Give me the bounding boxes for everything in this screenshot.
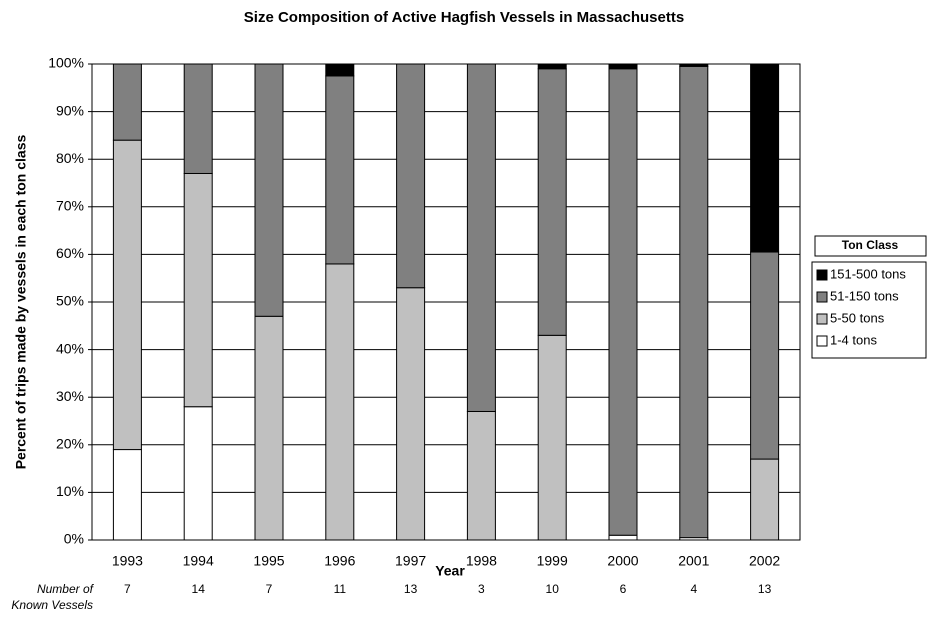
bar-segment bbox=[325, 263, 355, 541]
y-tick-label: 50% bbox=[56, 293, 84, 309]
bar-segment bbox=[396, 63, 426, 289]
bar-segment bbox=[112, 139, 142, 451]
y-tick-label: 40% bbox=[56, 340, 84, 356]
vessel-count: 11 bbox=[334, 582, 347, 596]
bar-segment bbox=[396, 287, 426, 541]
bar-segment bbox=[750, 63, 780, 253]
vessel-count: 14 bbox=[192, 582, 206, 596]
x-tick-label: 1996 bbox=[324, 553, 355, 569]
vessel-count: 13 bbox=[404, 582, 418, 596]
bar-segment bbox=[183, 172, 213, 408]
bar-segment bbox=[254, 63, 284, 317]
vessel-count: 3 bbox=[478, 582, 485, 596]
y-tick-label: 100% bbox=[48, 55, 84, 71]
legend-box bbox=[811, 261, 927, 359]
legend-title-box bbox=[814, 235, 927, 257]
x-tick-label: 2002 bbox=[749, 553, 780, 569]
legend-label: 1-4 tons bbox=[830, 332, 877, 347]
y-tick-label: 90% bbox=[56, 102, 84, 118]
x-tick-label: 2001 bbox=[678, 553, 709, 569]
legend-title: Ton Class bbox=[842, 238, 899, 252]
bar-segment bbox=[325, 63, 355, 77]
vessel-count: 6 bbox=[620, 582, 627, 596]
x-tick-label: 1995 bbox=[253, 553, 284, 569]
bar-segment bbox=[183, 406, 213, 541]
bar-segment bbox=[537, 68, 567, 336]
y-tick-label: 20% bbox=[56, 436, 84, 452]
bar-segment bbox=[466, 410, 496, 541]
x-tick-label: 1998 bbox=[466, 553, 497, 569]
x-tick-label: 1994 bbox=[183, 553, 214, 569]
bar-segment bbox=[112, 449, 142, 541]
bar-segment bbox=[537, 63, 567, 70]
bar-segment bbox=[750, 458, 780, 541]
bar-segment bbox=[466, 63, 496, 412]
bar-segment bbox=[254, 315, 284, 541]
x-tick-label: 1993 bbox=[112, 553, 143, 569]
legend-label: 51-150 tons bbox=[830, 288, 899, 303]
bar-segment bbox=[608, 63, 638, 70]
y-tick-label: 0% bbox=[64, 531, 84, 547]
chart-title: Size Composition of Active Hagfish Vesse… bbox=[244, 9, 684, 26]
vessel-count: 7 bbox=[266, 582, 273, 596]
y-tick-label: 80% bbox=[56, 150, 84, 166]
legend-label: 5-50 tons bbox=[830, 310, 885, 325]
bar-segment bbox=[679, 65, 709, 539]
bar-segment bbox=[112, 63, 142, 141]
bar-segment bbox=[750, 251, 780, 460]
vessel-count: 7 bbox=[124, 582, 131, 596]
bar-segment bbox=[608, 68, 638, 536]
bar-segment bbox=[537, 334, 567, 541]
bar-segment bbox=[608, 534, 638, 541]
x-tick-label: 2000 bbox=[607, 553, 638, 569]
count-label: Number of bbox=[37, 582, 95, 596]
vessel-count: 10 bbox=[546, 582, 560, 596]
x-tick-label: 1997 bbox=[395, 553, 426, 569]
legend-swatch bbox=[816, 269, 828, 281]
y-tick-label: 70% bbox=[56, 198, 84, 214]
y-tick-label: 60% bbox=[56, 245, 84, 261]
bar-segment bbox=[325, 75, 355, 265]
y-tick-label: 10% bbox=[56, 483, 84, 499]
y-axis-label: Percent of trips made by vessels in each… bbox=[13, 134, 29, 469]
legend-swatch bbox=[816, 335, 828, 347]
bar-segment bbox=[679, 63, 709, 67]
count-label: Known Vessels bbox=[11, 598, 93, 612]
vessel-count: 4 bbox=[690, 582, 697, 596]
legend-swatch bbox=[816, 291, 828, 303]
legend-swatch bbox=[816, 313, 828, 325]
vessel-count: 13 bbox=[758, 582, 772, 596]
bar-segment bbox=[183, 63, 213, 174]
x-axis-label: Year bbox=[435, 563, 465, 579]
x-tick-label: 1999 bbox=[537, 553, 568, 569]
y-tick-label: 30% bbox=[56, 388, 84, 404]
legend-label: 151-500 tons bbox=[830, 266, 906, 281]
